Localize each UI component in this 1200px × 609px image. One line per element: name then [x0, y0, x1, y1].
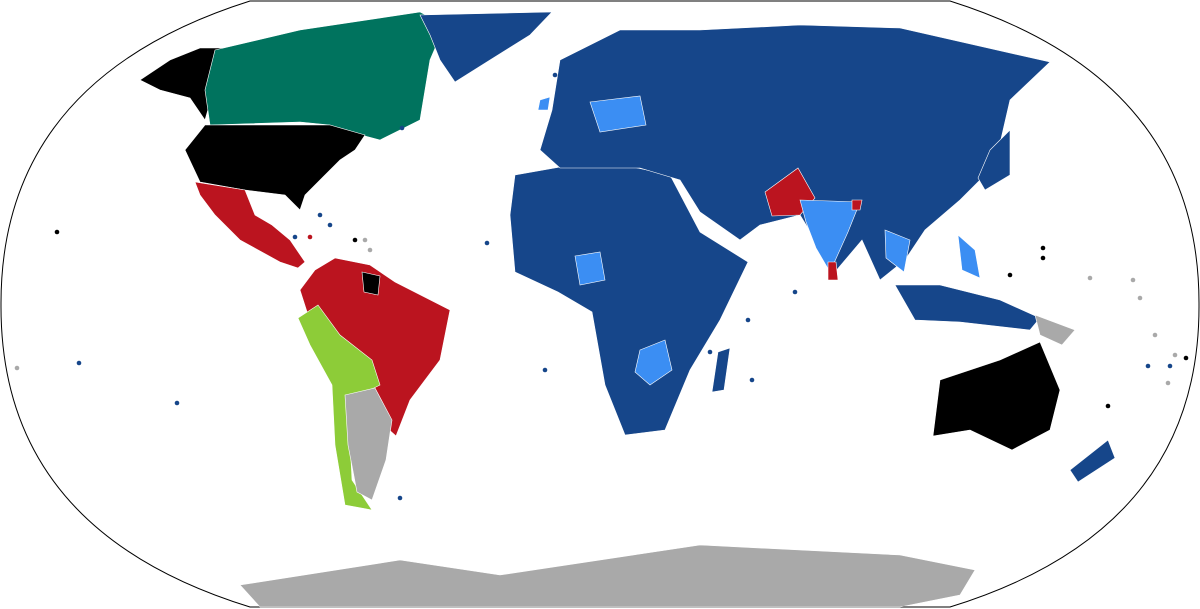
island-marker: [317, 212, 323, 218]
island-marker: [397, 495, 403, 501]
island-marker: [749, 377, 755, 383]
island-marker: [1145, 363, 1151, 369]
region-central-europe: [589, 95, 647, 133]
island-marker: [542, 367, 548, 373]
island-marker: [1087, 275, 1093, 281]
island-marker: [14, 365, 20, 371]
island-marker: [76, 360, 82, 366]
island-marker: [352, 237, 358, 243]
island-marker: [585, 297, 591, 303]
region-usa: [184, 124, 366, 211]
island-marker: [1152, 332, 1158, 338]
region-mexico-central-america: [194, 181, 306, 269]
region-nigeria: [574, 251, 606, 286]
island-marker: [1172, 352, 1178, 358]
island-marker: [1167, 363, 1173, 369]
island-marker: [174, 400, 180, 406]
island-marker: [484, 240, 490, 246]
region-australia: [932, 341, 1061, 451]
island-marker: [1183, 355, 1189, 361]
island-marker: [399, 125, 405, 131]
region-argentina: [344, 387, 393, 501]
region-antarctica: [239, 544, 976, 608]
island-marker: [707, 349, 713, 355]
island-marker: [54, 229, 60, 235]
island-marker: [745, 317, 751, 323]
island-marker: [1130, 277, 1136, 283]
region-zambia-zimbabwe: [634, 339, 673, 386]
region-greenland: [419, 11, 553, 83]
island-marker: [1040, 245, 1046, 251]
region-ireland: [537, 96, 551, 111]
region-guianas: [361, 271, 381, 296]
island-marker: [327, 222, 333, 228]
island-marker: [292, 234, 298, 240]
island-marker: [1165, 380, 1171, 386]
island-marker: [1040, 255, 1046, 261]
region-indochina: [884, 229, 911, 273]
region-bangladesh: [851, 199, 863, 211]
region-indonesia: [894, 284, 1041, 331]
island-marker: [1137, 295, 1143, 301]
region-new-zealand: [1069, 439, 1116, 483]
island-marker: [307, 234, 313, 240]
island-marker: [552, 72, 558, 78]
island-marker: [367, 247, 373, 253]
region-canada: [204, 11, 446, 141]
region-sri-lanka: [827, 261, 839, 281]
region-japan: [977, 129, 1011, 191]
island-marker: [1105, 403, 1111, 409]
region-madagascar: [711, 347, 731, 393]
region-philippines: [957, 234, 981, 279]
island-marker: [1007, 272, 1013, 278]
region-africa: [509, 159, 749, 436]
region-papua-new-guinea: [1034, 314, 1076, 346]
island-marker: [362, 237, 368, 243]
island-marker: [792, 289, 798, 295]
